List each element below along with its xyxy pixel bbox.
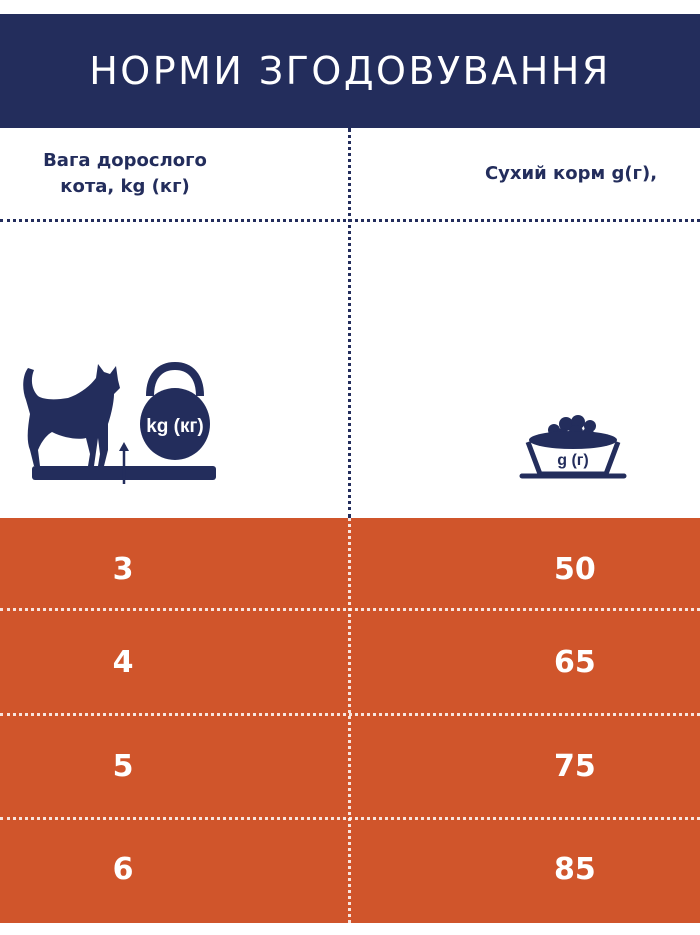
kettlebell-label: kg (кг) [146,416,204,437]
table-column-divider [348,518,351,923]
table-row: 5 75 [0,715,700,818]
weight-cell: 5 [112,749,134,784]
food-cell: 65 [554,645,596,680]
weight-column-header-label: Вага дорослого кота, kg (кг) [43,150,207,197]
icons-row: kg (кг) g (г) [0,222,700,518]
table-row: 3 50 [0,518,700,621]
cat-scale-kettlebell-icon: kg (кг) [23,361,216,484]
food-cell: 75 [554,749,596,784]
weight-column-header: Вага дорослого кота, kg (кг) [0,128,250,220]
weight-cell: 4 [112,645,134,680]
header-banner: НОРМИ ЗГОДОВУВАННЯ [0,14,700,128]
food-bowl-icon: g (г) [519,415,627,479]
food-column-header: Сухий корм g(г), [352,128,700,220]
weight-cell: 3 [112,552,134,587]
bowl-label: g (г) [557,452,589,469]
page-title: НОРМИ ЗГОДОВУВАННЯ [89,49,611,93]
food-cell: 85 [554,852,596,887]
column-divider [348,128,351,518]
header-divider [0,219,700,222]
table-row: 4 65 [0,611,700,714]
food-column-header-label: Сухий корм g(г), [484,163,658,184]
food-cell: 50 [554,552,596,587]
top-margin [0,0,700,14]
weight-cell: 6 [112,852,134,887]
bottom-margin [0,923,700,935]
table-row: 6 85 [0,818,700,921]
